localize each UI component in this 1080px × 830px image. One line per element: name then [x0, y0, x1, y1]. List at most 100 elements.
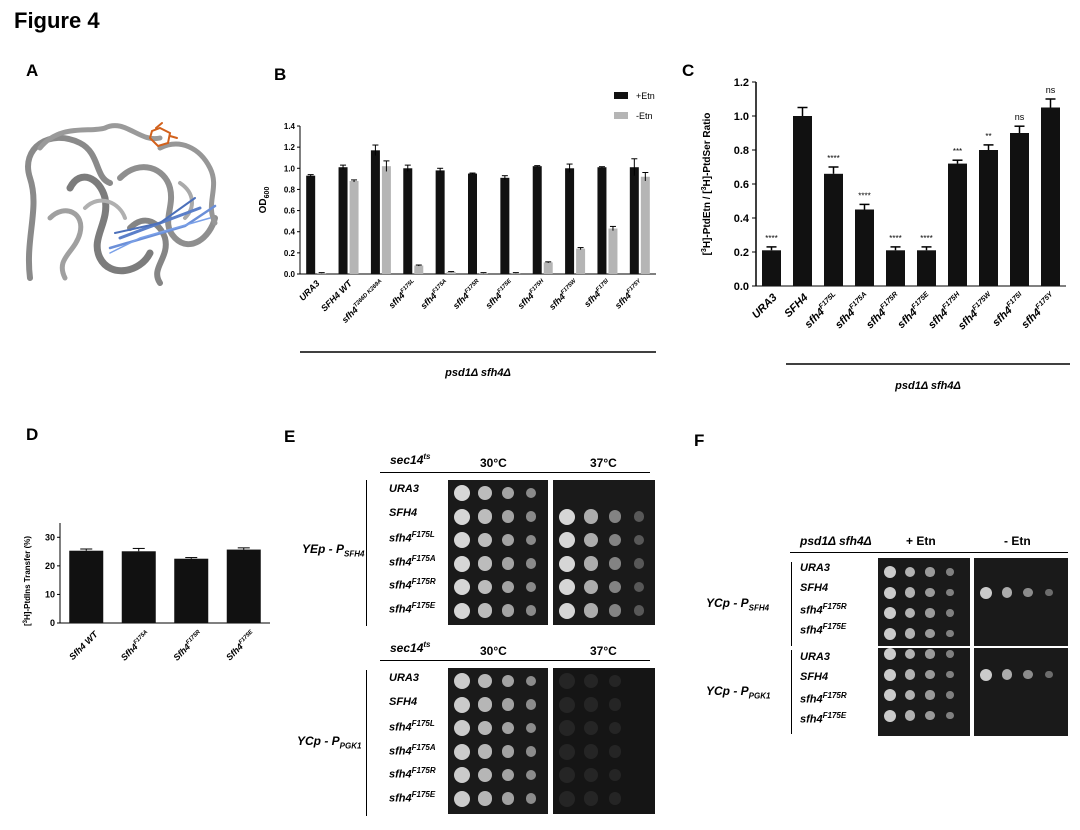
e-group1-label-text: YEp - P: [302, 542, 345, 556]
b-legend-label: +Etn: [636, 91, 655, 101]
c-bar: [855, 209, 874, 286]
f-growth-spot: [946, 609, 954, 617]
e-group1-row-label-base: sfh4: [389, 556, 412, 569]
e-header-strain-sup: ts: [423, 452, 431, 461]
e-growth-spot: [501, 580, 515, 594]
e-group2-row-label: sfh4F175R: [389, 766, 436, 781]
e-growth-spot: [477, 767, 493, 783]
e-group2-row-label-base: sfh4: [389, 792, 412, 805]
e-group2-row-label: SFH4: [389, 696, 417, 708]
f-group1-label-sub: SFH4: [748, 603, 770, 613]
e-group1-row-label: SFH4: [389, 507, 417, 519]
b-bar-minus-etn: [608, 228, 618, 274]
e-growth-spot: [608, 674, 622, 688]
f-growth-spot: [884, 627, 896, 640]
e-group1-row-label-base: URA3: [389, 483, 419, 495]
e-plate-30c-top: [448, 480, 548, 625]
e-group1-row-label: URA3: [389, 483, 419, 495]
b-bar-plus-etn: [338, 167, 348, 274]
c-bar: [1010, 133, 1029, 286]
e-growth-spot: [559, 508, 575, 525]
c-y-axis-label-part: H]-PtdSer Ratio: [702, 113, 713, 187]
e-growth-spot: [583, 767, 599, 783]
e-plate-30c-bottom: [448, 668, 548, 814]
c-category-label-sup: F175W: [970, 289, 993, 312]
e-group2-row-label-sup: F175E: [411, 789, 436, 799]
d-category-label-sup: F175R: [185, 629, 202, 646]
e-growth-spot: [525, 487, 537, 499]
b-bar-plus-etn: [565, 168, 575, 274]
f-header-strain: psd1Δ sfh4Δ: [800, 534, 872, 548]
f-group1-label-text: YCp - P: [706, 596, 749, 610]
c-significance-label: ****: [858, 191, 870, 200]
e-growth-spot: [583, 532, 599, 548]
f-growth-spot: [946, 691, 954, 699]
panel-letter-e: E: [284, 427, 296, 446]
f-growth-spot: [904, 587, 916, 598]
e-group2-row-label-base: URA3: [389, 672, 419, 684]
b-y-tick-label: 1.4: [284, 122, 296, 131]
c-y-axis-label-part: 3: [701, 186, 708, 190]
f-growth-spot: [904, 689, 916, 701]
b-bar-plus-etn: [403, 168, 413, 274]
e-growth-spot: [608, 557, 622, 570]
e-temp-30-label-2: 30°C: [480, 644, 507, 658]
f-growth-spot: [925, 628, 935, 639]
c-y-tick-label: 0.0: [734, 281, 749, 293]
c-category-label: URA3: [750, 292, 780, 322]
e-group2-row-label: sfh4F175L: [389, 719, 435, 734]
b-bar-plus-etn: [532, 166, 542, 274]
e-growth-spot: [477, 532, 493, 548]
f-group2-row-label-base: sfh4: [800, 713, 823, 726]
e-growth-spot: [608, 698, 622, 711]
e-growth-spot: [559, 790, 575, 807]
e-group2-label-sub: PGK1: [339, 741, 362, 751]
e-growth-spot: [525, 769, 537, 781]
c-bar: [824, 173, 843, 286]
c-significance-label: ****: [920, 234, 932, 243]
f-growth-spot: [884, 668, 896, 681]
b-bar-minus-etn: [543, 262, 553, 274]
f-group2-row-label: sfh4F175E: [800, 711, 846, 726]
b-strain-label: psd1Δ sfh4Δ: [444, 367, 511, 379]
chart-c: 0.00.20.40.60.81.01.2[3H]-PtdEtn / [3H]-…: [701, 77, 1070, 392]
b-bar-plus-etn: [370, 150, 380, 274]
f-group1-row-label-base: sfh4: [800, 604, 823, 617]
e-growth-spot: [559, 673, 575, 689]
f-group2-bracket: [791, 650, 792, 734]
c-significance-label: ns: [1015, 112, 1025, 122]
protein-structure-image: [25, 122, 218, 286]
e-growth-spot: [501, 745, 515, 758]
b-category-label: sfh4F175H: [516, 278, 549, 311]
e-growth-spot: [477, 791, 493, 806]
e-group2-row-label-base: sfh4: [389, 721, 412, 734]
c-bar: [1041, 107, 1060, 286]
e-group1-row-label-base: sfh4: [389, 603, 412, 616]
e-growth-spot: [477, 509, 493, 524]
c-bar: [762, 250, 781, 286]
e-growth-spot: [633, 558, 645, 569]
f-growth-spot: [904, 628, 916, 639]
e-growth-spot: [454, 508, 470, 525]
e-growth-spot: [501, 557, 515, 570]
b-category-label: sfh4F175L: [387, 278, 419, 310]
e-growth-spot: [559, 720, 575, 736]
e-group2-row-label: sfh4F175E: [389, 790, 435, 805]
d-category-label-base: Sfh4 WT: [67, 628, 101, 662]
e-group2-row-label-sup: F175R: [411, 766, 436, 775]
b-legend-swatch: [614, 92, 628, 99]
d-y-axis-label-post: H]-PtdIns Transfer (%): [23, 536, 32, 620]
f-group2-row-label-base: URA3: [800, 651, 830, 663]
e-header-rule-2: [380, 660, 650, 661]
b-category-label: sfh4F175E: [483, 278, 516, 311]
e-header-strain-text-2: sec14: [390, 641, 424, 655]
f-growth-spot: [946, 711, 954, 720]
c-y-tick-label: 1.2: [734, 77, 749, 89]
figure-title: Figure 4: [14, 8, 100, 33]
e-group2-row-label-sup: F175A: [411, 742, 436, 752]
f-group1-row-label-base: URA3: [800, 562, 830, 574]
e-growth-spot: [608, 510, 622, 523]
f-group2-row-label: SFH4: [800, 671, 828, 683]
e-header-strain-2: sec14ts: [390, 640, 431, 655]
c-bar: [948, 163, 967, 286]
